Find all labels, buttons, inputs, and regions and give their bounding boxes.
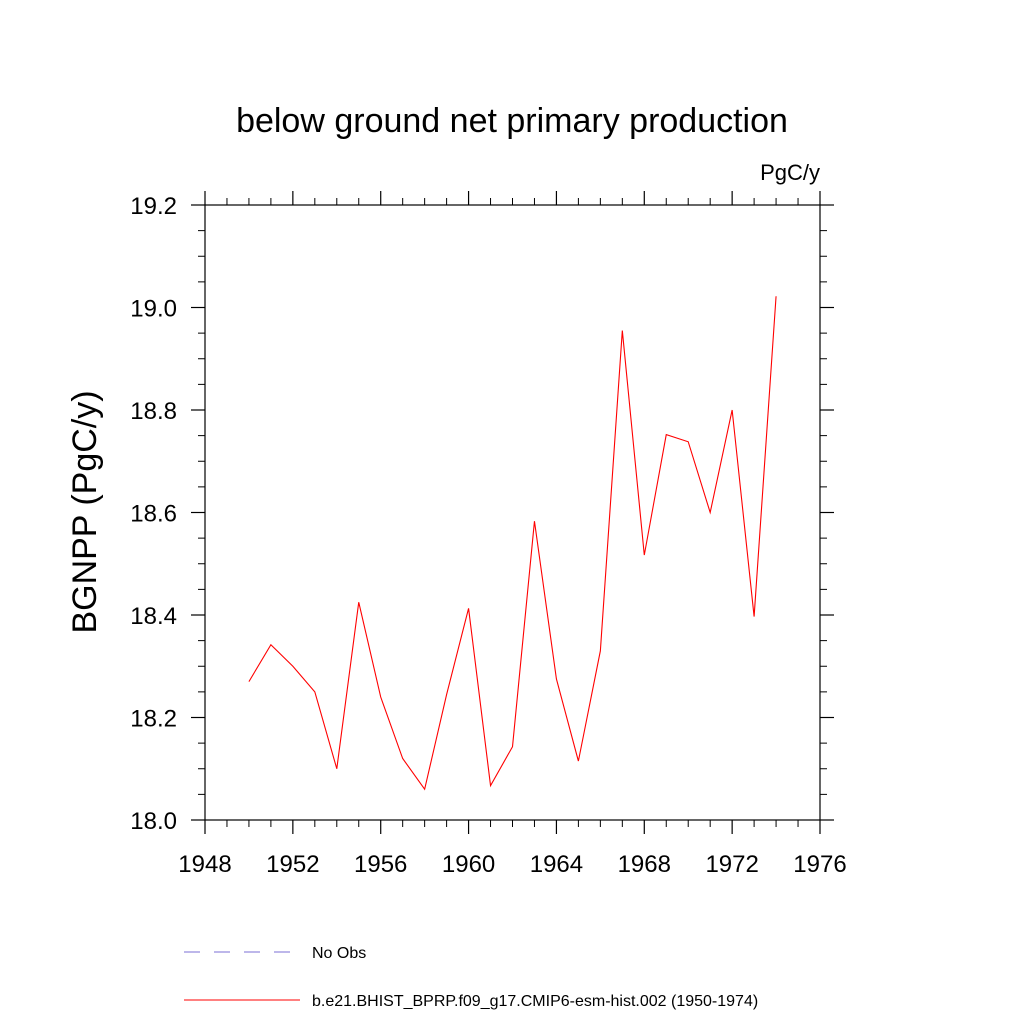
units-label: PgC/y	[760, 160, 820, 185]
y-axis-label: BGNPP (PgC/y)	[66, 390, 104, 633]
x-tick-label: 1972	[705, 851, 758, 878]
x-tick-label: 1968	[618, 851, 671, 878]
series-group	[248, 296, 777, 791]
x-tick-label: 1948	[178, 851, 231, 878]
y-tick-label: 18.2	[130, 706, 177, 733]
x-tick-label: 1956	[354, 851, 407, 878]
y-tick-label: 18.8	[130, 398, 177, 425]
y-tick-label: 19.0	[130, 296, 177, 323]
x-tick-label: 1960	[442, 851, 495, 878]
y-tick-label: 19.2	[130, 193, 177, 220]
y-tick-label: 18.0	[130, 808, 177, 835]
x-tick-label: 1952	[266, 851, 319, 878]
x-tick-label: 1976	[793, 851, 846, 878]
series-line	[248, 296, 777, 791]
plot-frame	[204, 204, 821, 821]
chart-title: below ground net primary production	[236, 102, 788, 140]
legend-label-model: b.e21.BHIST_BPRP.f09_g17.CMIP6-esm-hist.…	[312, 993, 758, 1010]
legend: No Obs b.e21.BHIST_BPRP.f09_g17.CMIP6-es…	[184, 945, 758, 1010]
axis-tick-labels: 1948 1952 1956 1960 1964 1968 1972 1976 18.0 18.2…	[130, 193, 846, 878]
legend-label-no-obs: No Obs	[312, 945, 366, 962]
y-tick-label: 18.6	[130, 501, 177, 528]
axis-ticks	[191, 191, 834, 834]
x-tick-label: 1964	[530, 851, 583, 878]
y-tick-label: 18.4	[130, 603, 177, 630]
plot-area: 1948 1952 1956 1960 1964 1968 1972 1976 18.0 18.2…	[130, 191, 847, 878]
